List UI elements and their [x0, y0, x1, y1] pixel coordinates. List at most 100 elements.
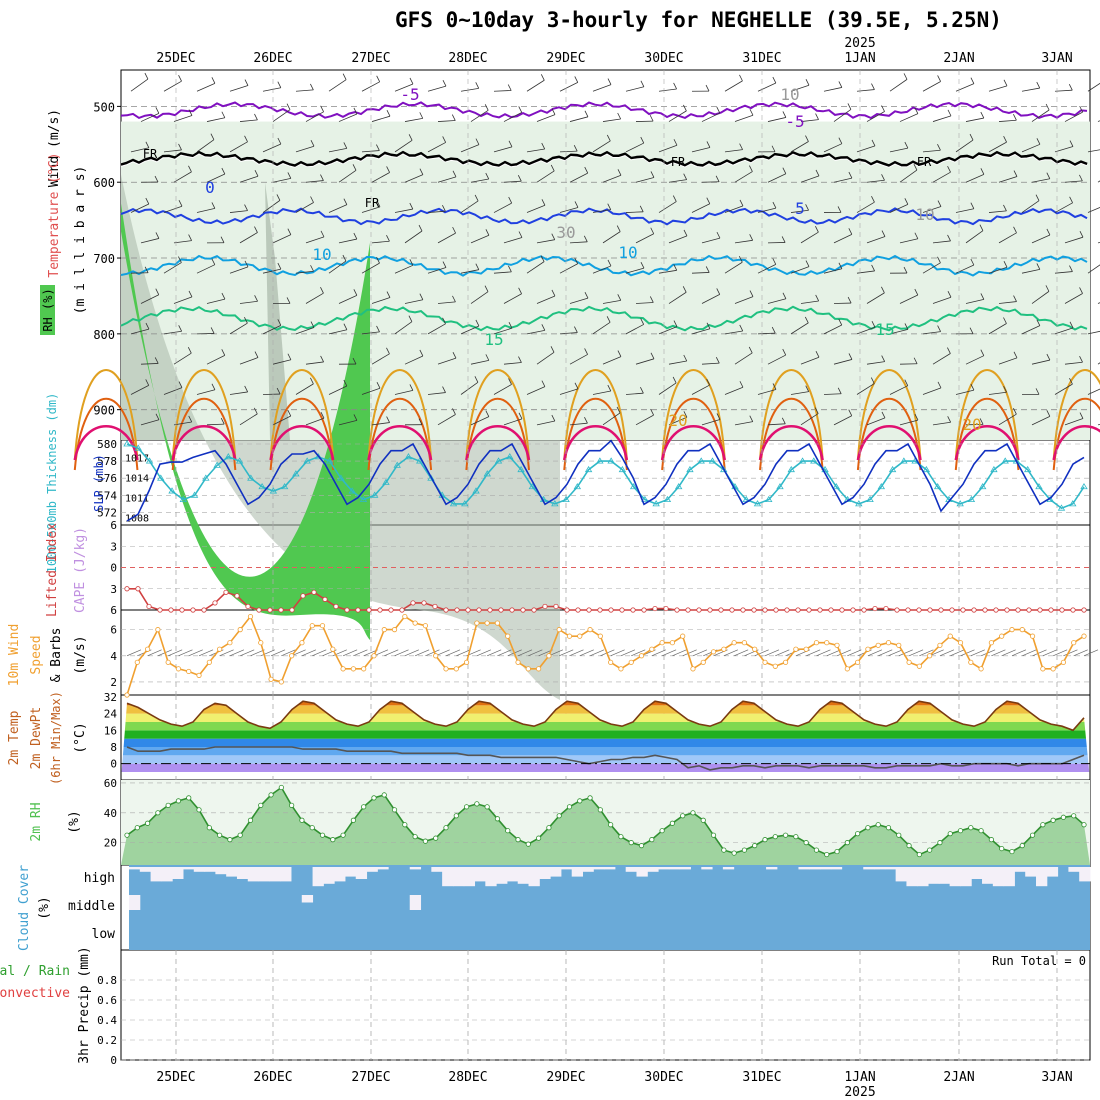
wind-barb: [239, 232, 258, 244]
wind-barb: [526, 261, 545, 274]
wind-barb-flag: [837, 387, 842, 394]
thickness-point: [551, 500, 559, 507]
wind-barb: [823, 393, 842, 395]
lifted-index-point: [916, 607, 922, 613]
wind-barb: [404, 174, 424, 183]
wind-barb: [1054, 202, 1073, 213]
wind10m-point: [391, 627, 398, 633]
wind-barb-10m: [487, 649, 502, 657]
wind-barb-flag: [508, 378, 512, 385]
wind10m-point: [752, 646, 758, 652]
lifted-index-point: [674, 607, 680, 613]
contour-label: 10: [915, 205, 934, 224]
wind10m-point: [433, 653, 439, 659]
wind-barb: [536, 239, 555, 244]
lifted-index-point: [861, 607, 867, 613]
wind-barb: [922, 149, 941, 153]
wind-barb-flag: [244, 317, 248, 324]
wind-barb-flag: [211, 383, 216, 390]
y-tick-label: 576: [97, 472, 117, 485]
lifted-index-point: [355, 607, 361, 613]
wind-barb-flag: [155, 107, 160, 114]
wind-barb-flag: [947, 416, 952, 423]
thickness-point: [652, 500, 660, 507]
ylabel-wind-unit: (m/s): [73, 635, 88, 674]
wind-barb: [668, 235, 688, 244]
contour-30: [73, 425, 1100, 461]
lifted-index-point: [300, 593, 306, 599]
wind-barb: [998, 413, 1017, 426]
wind-barb-flag: [970, 202, 975, 209]
rh2m-point: [669, 820, 675, 826]
wind-barb-flag: [1013, 226, 1017, 233]
wind-barb: [173, 296, 193, 304]
wind-barb-flag: [1003, 261, 1008, 268]
thickness-point: [483, 470, 491, 477]
wind-barb: [823, 324, 842, 335]
wind-barb-flag: [178, 143, 182, 151]
wind-barb: [899, 113, 919, 122]
wind-barb-flag: [838, 318, 843, 326]
wind-barb-flag: [979, 224, 984, 231]
wind-barb-flag: [188, 109, 193, 116]
wind-barb: [790, 84, 810, 92]
wind-barb-flag: [871, 264, 875, 272]
wind-barb-flag: [616, 225, 621, 232]
y-tick-label: 700: [93, 252, 115, 266]
wind-barb-flag: [244, 385, 249, 393]
wind10m-point: [1019, 627, 1025, 633]
wind-barb: [229, 266, 249, 274]
wind-barb: [262, 87, 281, 92]
contour-label: 20: [962, 415, 981, 434]
wind-barb-flag: [870, 377, 875, 384]
wind-barb: [757, 389, 777, 395]
wind-barb-flag: [1003, 386, 1007, 393]
wind-barb: [130, 203, 149, 213]
wind-barb-flag: [607, 384, 612, 392]
lifted-index-point: [718, 607, 724, 613]
wind-barb: [526, 148, 545, 153]
wind-barb-flag: [815, 169, 820, 177]
thickness-point: [359, 495, 368, 503]
wind-barb: [526, 79, 545, 92]
wind-barb: [922, 387, 942, 395]
lifted-index-point: [795, 607, 801, 613]
wind-barb-flag: [508, 321, 513, 329]
wind-barb-flag: [937, 381, 942, 389]
cloud-bar-high: [701, 867, 713, 870]
wind10m-point: [741, 640, 748, 646]
wind-barb-flag: [705, 266, 710, 273]
wind10m-point: [885, 640, 892, 646]
wind-barb: [724, 149, 743, 153]
wind-barb-flag: [1079, 105, 1084, 113]
rh2m-point: [268, 792, 274, 798]
wind10m-point: [690, 666, 696, 672]
wind-barb-flag: [904, 379, 909, 386]
wind-barb-flag: [716, 106, 721, 114]
lifted-index-point: [289, 607, 295, 613]
wind-barb-flag: [1013, 407, 1017, 415]
wind-barb: [635, 177, 655, 183]
wind-barb-flag: [187, 347, 192, 354]
wind-barb: [536, 170, 555, 183]
rh2m-point: [1050, 817, 1056, 823]
lifted-index-point: [564, 607, 570, 613]
wind10m-point: [597, 633, 603, 639]
wind-barb-flag: [1079, 287, 1083, 294]
thickness-point: [1035, 483, 1043, 490]
wind-barb-flag: [253, 407, 258, 415]
wind-barb: [988, 391, 1007, 395]
wind-barb-10m: [260, 649, 275, 657]
wind-barb: [328, 79, 347, 92]
cloud-bar-high: [766, 867, 778, 870]
wind-barb: [140, 113, 160, 122]
rh2m-point: [638, 843, 645, 849]
wind-barb-flag: [848, 353, 853, 360]
wind-barb: [196, 208, 215, 213]
wind-barb-flag: [1013, 351, 1018, 359]
wind-barb-flag: [1069, 377, 1073, 385]
wind-barb-10m: [425, 649, 440, 657]
wind-barb-flag: [639, 205, 644, 212]
wind10m-point: [865, 646, 871, 652]
rh2m-point: [556, 813, 562, 819]
